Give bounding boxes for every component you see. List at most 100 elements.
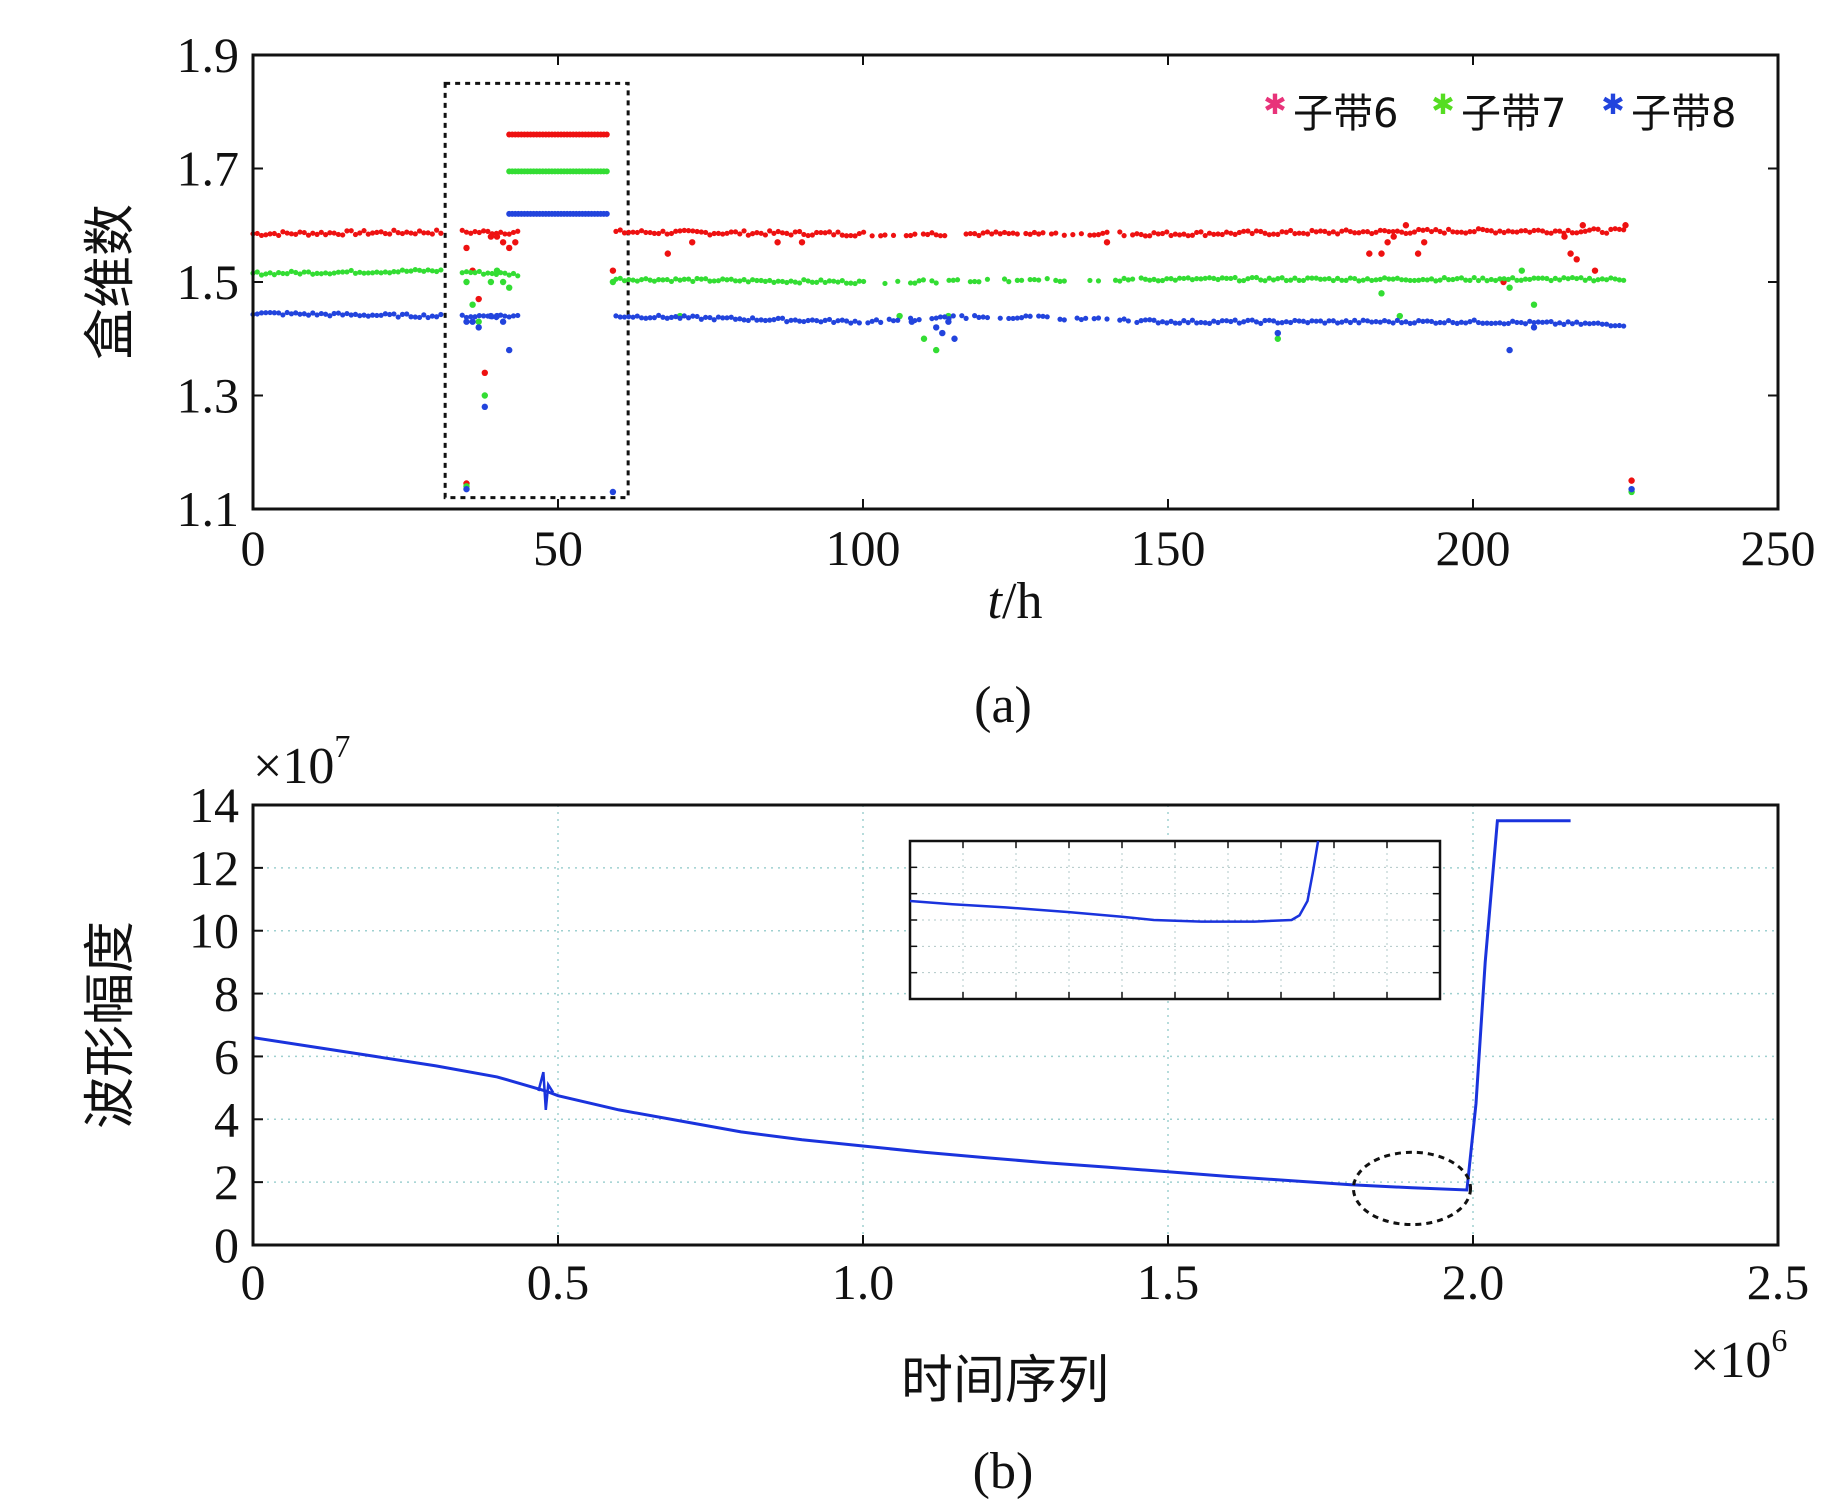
- data-point: [1202, 232, 1208, 239]
- data-point: [801, 231, 807, 238]
- data-point: [1420, 227, 1426, 233]
- data-point: [1326, 275, 1332, 282]
- outlier-point: [933, 346, 940, 354]
- data-point: [1176, 320, 1183, 326]
- data-point: [1206, 320, 1213, 327]
- outlier-point: [1414, 250, 1422, 257]
- data-point: [1433, 278, 1439, 284]
- data-point: [767, 277, 773, 284]
- data-point: [651, 315, 657, 321]
- data-point: [732, 229, 739, 235]
- data-point: [1565, 276, 1571, 282]
- data-point: [1091, 232, 1097, 238]
- data-point: [1211, 275, 1217, 282]
- data-point: [1095, 278, 1102, 284]
- outlier-point: [475, 295, 482, 303]
- data-point: [395, 314, 401, 320]
- data-point: [835, 229, 841, 235]
- data-point: [502, 270, 508, 276]
- data-point: [318, 229, 324, 235]
- data-point: [1211, 231, 1217, 237]
- data-point: [1505, 228, 1511, 234]
- data-point: [1522, 321, 1529, 327]
- x-tick-label: 200: [1436, 520, 1511, 576]
- data-point: [831, 232, 837, 238]
- data-point: [878, 233, 884, 239]
- data-point: [1215, 276, 1221, 283]
- data-point: [1569, 321, 1576, 327]
- data-point: [984, 229, 991, 235]
- outlier-point: [1530, 301, 1538, 308]
- data-point: [788, 278, 794, 284]
- data-point: [1014, 231, 1020, 237]
- data-point: [728, 314, 734, 320]
- legend-marker-icon: ✱: [1431, 90, 1454, 121]
- data-point: [1360, 229, 1366, 235]
- outlier-point: [1506, 346, 1513, 354]
- data-point: [412, 267, 418, 273]
- outlier-point: [487, 312, 495, 320]
- data-point: [1463, 277, 1469, 283]
- data-point: [344, 269, 350, 275]
- data-point: [814, 229, 820, 236]
- data-point: [1557, 320, 1563, 326]
- data-point: [1454, 229, 1460, 235]
- data-point: [258, 310, 265, 316]
- data-point: [937, 233, 944, 239]
- data-point: [613, 313, 619, 319]
- data-point: [1330, 229, 1336, 235]
- data-point: [1522, 228, 1529, 234]
- data-point: [1181, 231, 1187, 237]
- data-point: [1608, 226, 1614, 232]
- data-point: [416, 314, 423, 321]
- data-point: [1394, 275, 1400, 281]
- data-point: [933, 280, 939, 286]
- data-point: [416, 267, 423, 273]
- data-point: [694, 228, 700, 235]
- data-point: [1488, 228, 1494, 234]
- data-point: [352, 311, 359, 317]
- data-point: [1471, 229, 1477, 235]
- data-point: [796, 318, 803, 324]
- data-point: [1446, 317, 1452, 324]
- data-point: [1531, 319, 1537, 326]
- data-point: [463, 269, 470, 275]
- data-point: [1104, 316, 1110, 322]
- data-point: [434, 314, 440, 320]
- data-point: [1070, 232, 1076, 238]
- data-point: [254, 230, 260, 237]
- data-point: [378, 312, 384, 318]
- data-point: [1441, 320, 1447, 326]
- data-point: [1603, 321, 1610, 327]
- data-point: [1480, 320, 1486, 326]
- data-point: [1565, 319, 1571, 325]
- data-point: [1279, 275, 1285, 281]
- data-point: [630, 314, 636, 320]
- data-point: [1185, 319, 1191, 326]
- data-point: [1450, 229, 1456, 235]
- panel-a-highlight-box: [443, 81, 630, 500]
- data-point: [254, 269, 260, 275]
- outlier-point: [1622, 222, 1629, 229]
- outlier-point: [512, 239, 519, 246]
- data-point: [788, 317, 794, 323]
- data-point: [1309, 318, 1315, 324]
- data-point: [1061, 278, 1067, 284]
- data-point: [1552, 275, 1558, 281]
- data-point: [1181, 318, 1187, 324]
- panel-a-data-points: [250, 131, 1635, 496]
- data-point: [1232, 231, 1238, 237]
- data-point: [1258, 320, 1264, 326]
- data-point: [703, 276, 709, 282]
- x-tick-label: 0.5: [527, 1254, 590, 1310]
- data-point: [254, 311, 260, 317]
- data-point: [1176, 275, 1183, 281]
- data-point: [1612, 323, 1618, 329]
- data-point: [1373, 229, 1379, 235]
- data-point: [835, 279, 841, 285]
- data-point: [1373, 318, 1379, 325]
- data-point: [1458, 275, 1465, 281]
- data-point: [1360, 317, 1366, 323]
- data-point: [852, 318, 858, 324]
- outlier-point: [1384, 239, 1391, 246]
